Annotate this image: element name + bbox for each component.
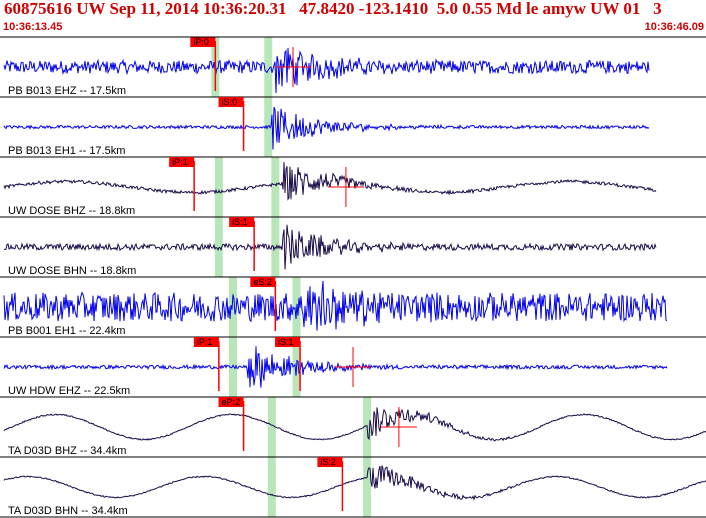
trace-3 <box>3 224 657 270</box>
phase-window-band <box>267 397 276 457</box>
trace-7 <box>3 465 706 501</box>
start-time: 10:36:13.45 <box>3 21 63 33</box>
trace-0 <box>3 47 650 94</box>
pick-box <box>275 337 301 347</box>
phase-window-band <box>271 157 280 217</box>
pick-box <box>218 397 244 407</box>
pick-label: eP:2 <box>222 397 241 407</box>
trace-2 <box>3 162 657 201</box>
pick-box <box>193 337 219 347</box>
phase-window-band <box>267 457 276 517</box>
pick-label: iS:1 <box>278 337 294 347</box>
end-time: 10:36:46.09 <box>644 21 704 33</box>
channel-label: PB B001 EH1 -- 22.4km <box>8 325 125 337</box>
channel-label: UW DOSE BHN -- 18.8km <box>8 265 136 277</box>
pick-label: iS:1 <box>232 217 248 227</box>
trace-5 <box>3 346 668 388</box>
event-title: 60875616 UW Sep 11, 2014 10:36:20.31 47.… <box>4 0 662 18</box>
pick-box <box>218 97 244 107</box>
channel-label: PB B013 EH1 -- 17.5km <box>8 145 125 157</box>
phase-window-band <box>228 277 237 337</box>
pick-box <box>169 157 195 167</box>
pick-box <box>190 37 216 47</box>
header: 60875616 UW Sep 11, 2014 10:36:20.31 47.… <box>0 0 706 36</box>
channel-label: PB B013 EHZ -- 17.5km <box>8 85 126 97</box>
pick-box <box>317 457 343 467</box>
pick-label: eS:2 <box>253 277 272 287</box>
trace-4 <box>3 280 668 331</box>
pick-label: iP:0 <box>193 37 209 47</box>
phase-window-band <box>264 97 273 157</box>
phase-window-band <box>228 337 237 397</box>
trace-1 <box>3 106 650 150</box>
phase-window-band <box>264 37 273 97</box>
channel-label: UW HDW EHZ -- 22.5km <box>8 385 130 397</box>
channel-label: TA D03D BHN -- 34.4km <box>8 505 128 517</box>
pick-label: iP:1 <box>197 337 213 347</box>
pick-label: iS:0 <box>222 97 238 107</box>
phase-window-band <box>363 457 372 517</box>
pick-box <box>250 277 276 287</box>
pick-label: iP:1 <box>172 157 188 167</box>
pick-box <box>229 217 255 227</box>
phase-window-band <box>214 157 223 217</box>
channel-label: UW DOSE BHZ -- 18.8km <box>8 205 135 217</box>
channel-label: TA D03D BHZ -- 34.4km <box>8 445 126 457</box>
pick-label: iS:2 <box>320 457 336 467</box>
trace-6 <box>3 407 706 442</box>
